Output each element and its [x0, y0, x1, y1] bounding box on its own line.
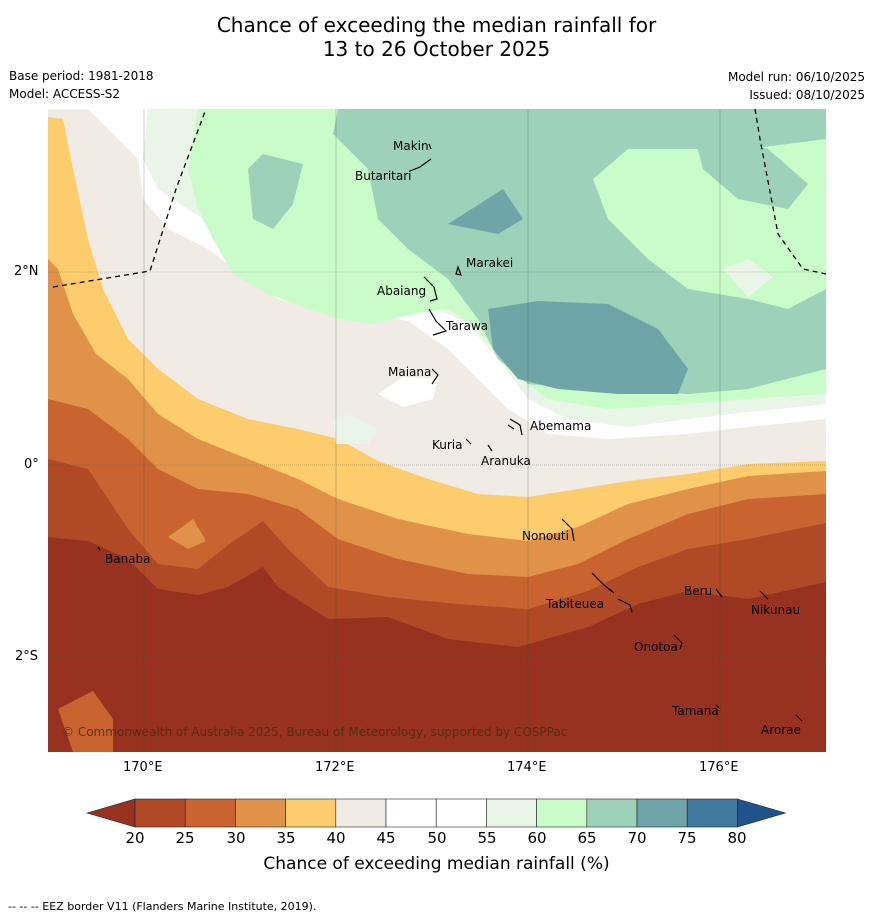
island-banaba [97, 546, 101, 551]
place-label-maiana: Maiana [388, 365, 431, 379]
colorbar-tick-80: 80 [727, 829, 747, 847]
island-kuria [465, 438, 472, 445]
colorbar-tick-75: 75 [677, 829, 697, 847]
place-label-tamana: Tamana [671, 704, 719, 718]
copyright-note: © Commonwealth of Australia 2025, Bureau… [62, 725, 567, 739]
pocket-teal-northeast [693, 129, 808, 209]
lon-label-174e: 174°E [507, 760, 547, 775]
place-label-beru: Beru [684, 584, 712, 598]
model-run: Model run: 06/10/2025 [727, 70, 865, 84]
place-label-nonouti: Nonouti [522, 529, 569, 543]
colorbar-segment [335, 798, 387, 828]
place-label-tarawa: Tarawa [445, 319, 488, 333]
base-period: Base period: 1981-2018 [9, 69, 154, 83]
place-label-marakei: Marakei [466, 256, 513, 270]
place-label-tabiteuea: Tabiteuea [545, 597, 604, 611]
lat-label-0: 0° [24, 457, 39, 472]
colorbar-tick-60: 60 [527, 829, 547, 847]
pocket-pale-center [333, 414, 378, 444]
lon-label-172e: 172°E [315, 760, 355, 775]
island-abemama [507, 418, 523, 436]
colorbar-segment [184, 798, 236, 828]
place-label-aranuka: Aranuka [481, 454, 531, 468]
colorbar-title: Chance of exceeding median rainfall (%) [263, 854, 610, 874]
island-aranuka [487, 444, 493, 452]
map-title-line1: Chance of exceeding the median rainfall … [216, 13, 657, 37]
island-tamana [715, 704, 721, 710]
model-name: Model: ACCESS-S2 [9, 87, 121, 101]
lon-label-170e: 170°E [123, 760, 163, 775]
place-label-makin: Makin [393, 139, 429, 153]
place-label-abemama: Abemama [530, 419, 591, 433]
place-label-arorae: Arorae [761, 723, 801, 737]
island-onotoa [673, 634, 683, 650]
pocket-orange-west [168, 519, 206, 549]
issued-date: Issued: 08/10/2025 [749, 88, 865, 102]
colorbar-tick-65: 65 [577, 829, 597, 847]
place-label-banaba: Banaba [105, 552, 151, 566]
island-nikunau [759, 590, 769, 600]
colorbar-segment [385, 798, 437, 828]
island-makin [428, 143, 432, 150]
island-arorae [795, 714, 803, 722]
eez-border-east [754, 109, 826, 275]
colorbar-extend-low [86, 798, 136, 828]
colorbar-tick-20: 20 [125, 829, 145, 847]
eez-footnote: -- -- -- EEZ border V11 (Flanders Marine… [8, 900, 317, 913]
colorbar-tick-70: 70 [627, 829, 647, 847]
colorbar-extend-high [737, 798, 787, 828]
island-abaiang [423, 276, 438, 302]
map-title-line2: 13 to 26 October 2025 [322, 37, 551, 61]
colorbar-segment [435, 798, 487, 828]
place-label-kuria: Kuria [432, 438, 463, 452]
island-nonouti [561, 518, 575, 542]
island-butaritari [409, 158, 432, 172]
colorbar-tick-40: 40 [326, 829, 346, 847]
colorbar-tick-30: 30 [226, 829, 246, 847]
colorbar-tick-55: 55 [477, 829, 497, 847]
colorbar-tick-25: 25 [175, 829, 195, 847]
colorbar-segment [285, 798, 337, 828]
colorbar-segment [134, 798, 186, 828]
colorbar-tick-35: 35 [276, 829, 296, 847]
colorbar-tick-45: 45 [376, 829, 396, 847]
pocket-teal-northwest [248, 154, 303, 229]
island-marakei [455, 265, 462, 276]
band-70-75 [488, 301, 688, 394]
colorbar-segment [235, 798, 286, 828]
eez-border-west [52, 109, 207, 288]
pocket-orange-southwest [58, 691, 113, 752]
pocket-white-center [378, 377, 438, 407]
place-label-abaiang: Abaiang [377, 284, 426, 298]
island-tarawa [428, 308, 448, 336]
place-label-butaritari: Butaritari [355, 169, 412, 183]
colorbar-tick-50: 50 [427, 829, 447, 847]
island-tabiteuea [591, 572, 633, 613]
lon-label-176e: 176°E [699, 760, 739, 775]
place-label-nikunau: Nikunau [751, 603, 800, 617]
rainfall-map: Makin Butaritari Marakei Abaiang Tarawa … [48, 109, 826, 752]
island-maiana [431, 368, 439, 385]
band-70-75-north [448, 189, 523, 234]
lat-label-2n: 2°N [14, 264, 39, 279]
colorbar-segment [536, 798, 588, 828]
colorbar-segment [586, 798, 638, 828]
island-beru [715, 588, 723, 598]
colorbar-segment [486, 798, 537, 828]
lat-label-2s: 2°S [15, 649, 39, 664]
colorbar [86, 798, 787, 828]
colorbar-segment [636, 798, 688, 828]
pocket-pale-east [723, 259, 773, 297]
colorbar-segment [686, 798, 738, 828]
place-label-onotoa: Onotoa [634, 640, 678, 654]
